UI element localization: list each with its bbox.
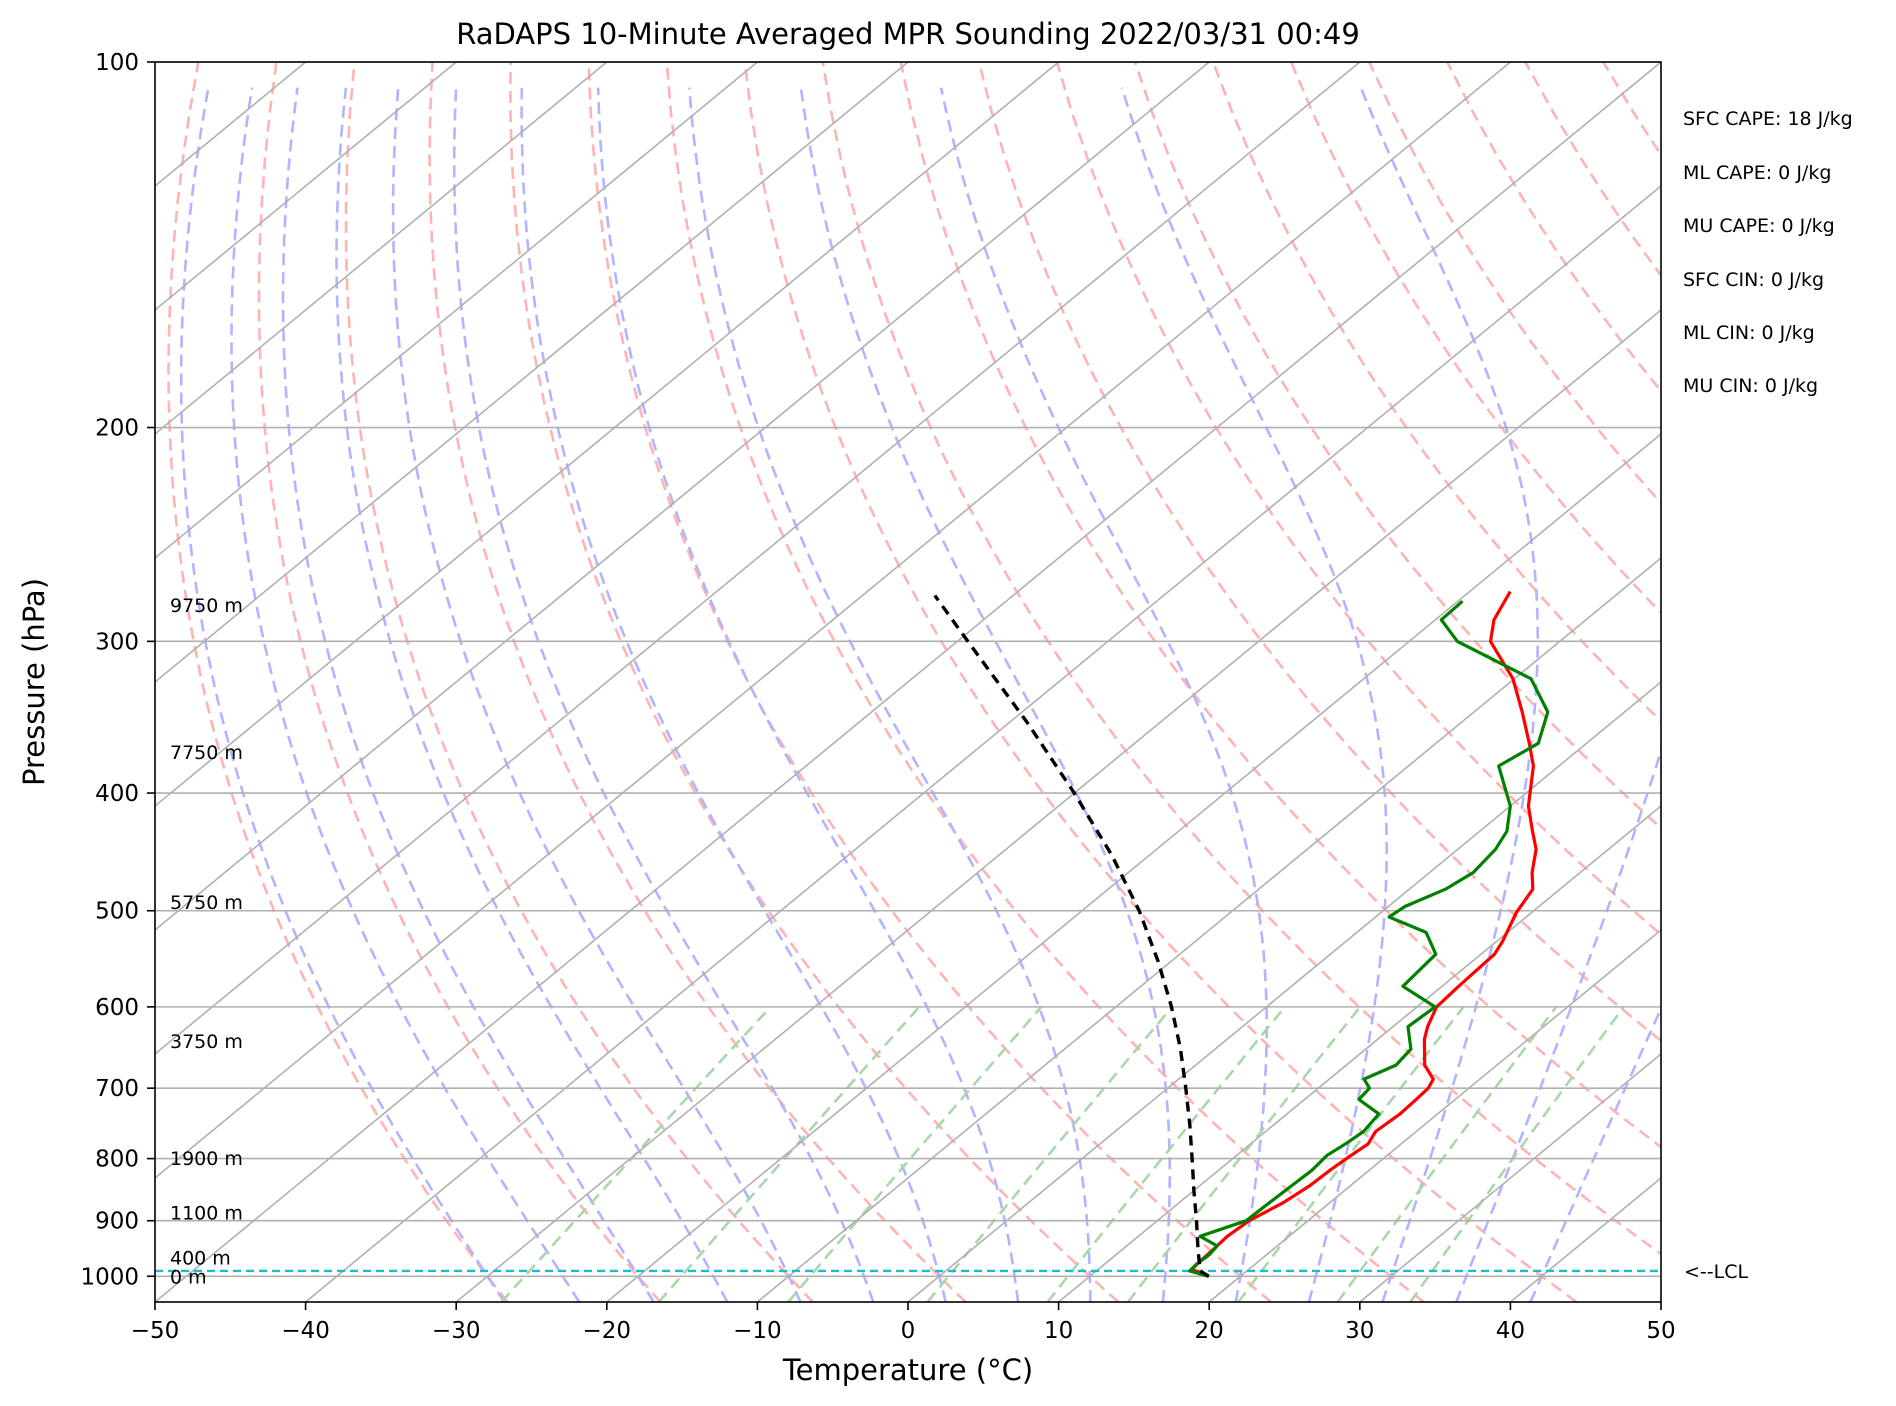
moist-adiabat: [179, 87, 506, 1302]
height-label: 9750 m: [170, 595, 243, 617]
y-tick-label: 400: [95, 781, 139, 807]
height-labels: 9750 m 7750 m 5750 m 3750 m 1900 m 1100 m 400 …: [170, 595, 243, 1288]
isotherm: [1208, 928, 1661, 1302]
x-axis: −50 −40 −30 −20 −10 0 10 20 30 40 50: [131, 1302, 1676, 1344]
moist-adiabat: [1120, 87, 1389, 1302]
y-tick-label: 800: [95, 1147, 139, 1173]
moist-adiabat: [688, 87, 1092, 1302]
mu-cin-text: MU CIN: 0 J/kg: [1683, 375, 1819, 397]
moist-adiabat: [596, 87, 1020, 1302]
dry-adiabat: [167, 62, 509, 1302]
x-tick-label: −10: [733, 1318, 782, 1344]
isotherm: [155, 62, 1210, 932]
y-tick-label: 500: [95, 899, 139, 925]
moist-adiabat: [520, 87, 947, 1302]
y-axis: 100 200 300 400 500 600 700 800 900 1000: [80, 50, 155, 1290]
height-label: 3750 m: [170, 1031, 243, 1053]
sounding-traces: [933, 590, 1550, 1278]
height-label: 0 m: [170, 1266, 207, 1288]
mixing-ratio-line: [500, 1006, 772, 1302]
dry-adiabat: [1211, 62, 1661, 723]
lcl-label: <--LCL: [1684, 1261, 1748, 1283]
y-tick-label: 700: [95, 1076, 139, 1102]
isotherm: [155, 62, 1511, 1180]
isotherm: [155, 62, 909, 684]
x-tick-label: −50: [131, 1318, 180, 1344]
isotherm: [155, 62, 608, 436]
height-label: 1900 m: [170, 1148, 243, 1170]
mixing-ratio-line: [1336, 1006, 1558, 1302]
moist-adiabat: [799, 87, 1172, 1302]
x-tick-label: 20: [1195, 1318, 1224, 1344]
y-tick-label: 600: [95, 995, 139, 1021]
x-tick-label: 30: [1345, 1318, 1374, 1344]
x-tick-label: 0: [901, 1318, 916, 1344]
dry-adiabat: [1289, 62, 1661, 615]
ml-cin-text: ML CIN: 0 J/kg: [1683, 322, 1815, 344]
dewpoint-trace: [1188, 599, 1550, 1278]
dry-adiabat: [899, 62, 1661, 1149]
isotherm: [155, 62, 1060, 808]
dry-adiabat: [665, 62, 1425, 1302]
reference-lines: [155, 62, 1661, 1302]
y-tick-label: 900: [95, 1209, 139, 1235]
y-tick-label: 200: [95, 416, 139, 442]
dry-adiabat: [428, 62, 967, 1302]
sfc-cin-text: SFC CIN: 0 J/kg: [1683, 269, 1825, 291]
moist-adiabat: [335, 87, 729, 1302]
isotherm: [1359, 1052, 1661, 1302]
isotherm: [155, 62, 758, 560]
height-label: 1100 m: [170, 1202, 243, 1224]
x-tick-label: −30: [432, 1318, 481, 1344]
isotherm: [155, 62, 1361, 1056]
y-tick-label: 1000: [80, 1264, 139, 1290]
dry-adiabat: [257, 62, 662, 1302]
moist-adiabat: [1359, 87, 1539, 1302]
y-tick-label: 100: [95, 50, 139, 76]
mixing-ratio-line: [657, 1006, 921, 1302]
height-label: 400 m: [170, 1247, 231, 1269]
chart-title: RaDAPS 10-Minute Averaged MPR Sounding 2…: [456, 17, 1360, 51]
isotherm: [907, 680, 1661, 1302]
x-tick-label: 40: [1496, 1318, 1525, 1344]
moist-adiabat: [281, 87, 655, 1302]
dry-adiabat: [743, 62, 1578, 1302]
mixing-ratio-line: [1126, 1006, 1362, 1302]
isotherm: [606, 432, 1661, 1302]
ml-cape-text: ML CAPE: 0 J/kg: [1683, 162, 1832, 184]
dry-adiabat: [821, 62, 1661, 1256]
x-tick-label: −40: [281, 1318, 330, 1344]
mixing-ratio-line: [1046, 1006, 1286, 1302]
y-tick-label: 300: [95, 629, 139, 655]
moist-adiabat: [230, 87, 581, 1302]
y-axis-label: Pressure (hPa): [17, 578, 51, 786]
isotherm: [1058, 804, 1661, 1302]
dry-adiabat: [509, 62, 1120, 1302]
x-tick-label: −20: [583, 1318, 632, 1344]
mixing-ratio-line: [1237, 1006, 1465, 1302]
mixing-ratio-line: [1409, 1006, 1625, 1302]
isotherm: [756, 556, 1661, 1302]
isotherm: [455, 308, 1661, 1302]
parcel-trace: [933, 594, 1210, 1278]
mixing-ratio-line: [787, 1006, 1043, 1302]
mu-cape-text: MU CAPE: 0 J/kg: [1683, 215, 1835, 237]
temperature-trace: [1190, 590, 1538, 1278]
x-axis-label: Temperature (°C): [782, 1353, 1033, 1387]
x-tick-label: 10: [1044, 1318, 1073, 1344]
isotherm: [155, 62, 1661, 1302]
height-label: 5750 m: [170, 892, 243, 914]
isotherm: [305, 184, 1661, 1302]
x-tick-label: 50: [1646, 1318, 1675, 1344]
isotherm: [155, 62, 457, 312]
height-label: 7750 m: [170, 742, 243, 764]
sfc-cape-text: SFC CAPE: 18 J/kg: [1683, 108, 1853, 130]
